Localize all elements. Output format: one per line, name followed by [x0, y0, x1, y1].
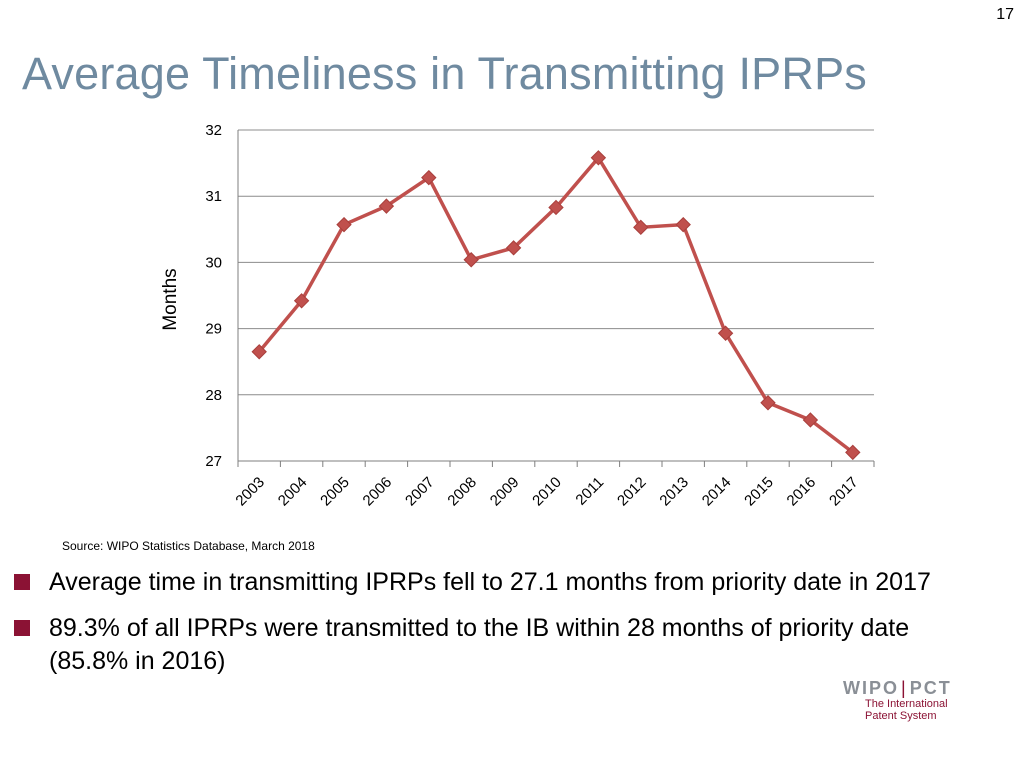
logo-wordmark: WIPO | PCT	[843, 678, 952, 698]
y-axis-title: Months	[160, 268, 181, 330]
bullet-text: 89.3% of all IPRPs were transmitted to t…	[49, 614, 910, 675]
logo-tagline-2: Patent System	[865, 710, 937, 722]
square-bullet-icon	[14, 620, 30, 636]
x-tick-label: 2017	[826, 474, 862, 510]
data-point-diamond	[845, 444, 861, 461]
y-tick-label: 30	[205, 254, 222, 271]
slide-title: Average Timeliness in Transmitting IPRPs	[22, 48, 868, 99]
data-point-diamond	[463, 252, 479, 268]
wipo-pct-logo: WIPO | PCT The International Patent System	[843, 678, 952, 722]
data-point-diamond	[251, 344, 267, 360]
y-tick-label: 32	[205, 122, 222, 139]
x-tick-label: 2010	[529, 474, 565, 510]
x-tick-label: 2003	[232, 474, 268, 510]
x-tick-label: 2007	[402, 474, 438, 510]
y-tick-label: 29	[205, 321, 222, 338]
logo-pct: PCT	[909, 678, 952, 698]
page-number: 17	[996, 6, 1014, 23]
data-point-diamond	[421, 169, 437, 186]
x-tick-label: 2011	[572, 474, 607, 509]
x-tick-label: 2005	[317, 474, 353, 510]
x-tick-label: 2013	[656, 474, 692, 510]
data-point-diamond	[590, 150, 607, 166]
bullet-list: Average time in transmitting IPRPs fell …	[14, 566, 994, 691]
logo-separator: |	[901, 678, 908, 698]
x-tick-label: 2016	[784, 474, 820, 510]
y-tick-label: 31	[205, 188, 222, 205]
logo-wipo: WIPO	[843, 678, 899, 698]
source-note: Source: WIPO Statistics Database, March …	[62, 539, 315, 553]
x-tick-label: 2012	[614, 474, 650, 510]
data-point-diamond	[548, 199, 564, 216]
bullet-text: Average time in transmitting IPRPs fell …	[49, 568, 931, 596]
data-point-diamond	[760, 395, 776, 411]
x-tick-label: 2014	[699, 474, 735, 510]
data-point-diamond	[293, 293, 310, 309]
data-point-diamond	[505, 240, 522, 256]
data-point-diamond	[336, 216, 352, 233]
x-tick-label: 2006	[360, 474, 396, 510]
logo-tagline-1: The International	[865, 698, 948, 710]
data-point-diamond	[633, 219, 649, 236]
data-point-diamond	[802, 412, 819, 428]
square-bullet-icon	[14, 574, 30, 590]
bullet-item: Average time in transmitting IPRPs fell …	[14, 566, 994, 599]
data-point-diamond	[717, 325, 734, 341]
x-tick-label: 2009	[487, 474, 523, 510]
data-point-diamond	[378, 198, 395, 214]
x-tick-label: 2015	[741, 474, 777, 510]
y-tick-label: 28	[205, 387, 222, 404]
x-tick-label: 2008	[444, 474, 480, 510]
data-point-diamond	[675, 216, 691, 233]
x-tick-label: 2004	[275, 474, 311, 510]
bullet-item: 89.3% of all IPRPs were transmitted to t…	[14, 612, 994, 678]
y-tick-label: 27	[205, 453, 222, 470]
